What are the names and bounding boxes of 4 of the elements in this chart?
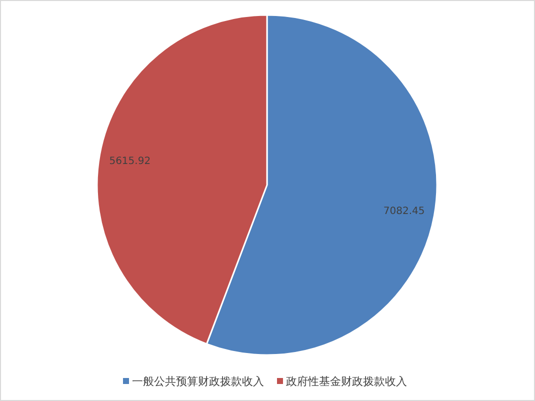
- data-label: 7082.45: [383, 206, 425, 218]
- legend-label: 一般公共预算财政拨款收入: [132, 375, 264, 388]
- legend-label: 政府性基金财政拨款收入: [286, 375, 407, 388]
- data-label: 5615.92: [109, 156, 151, 167]
